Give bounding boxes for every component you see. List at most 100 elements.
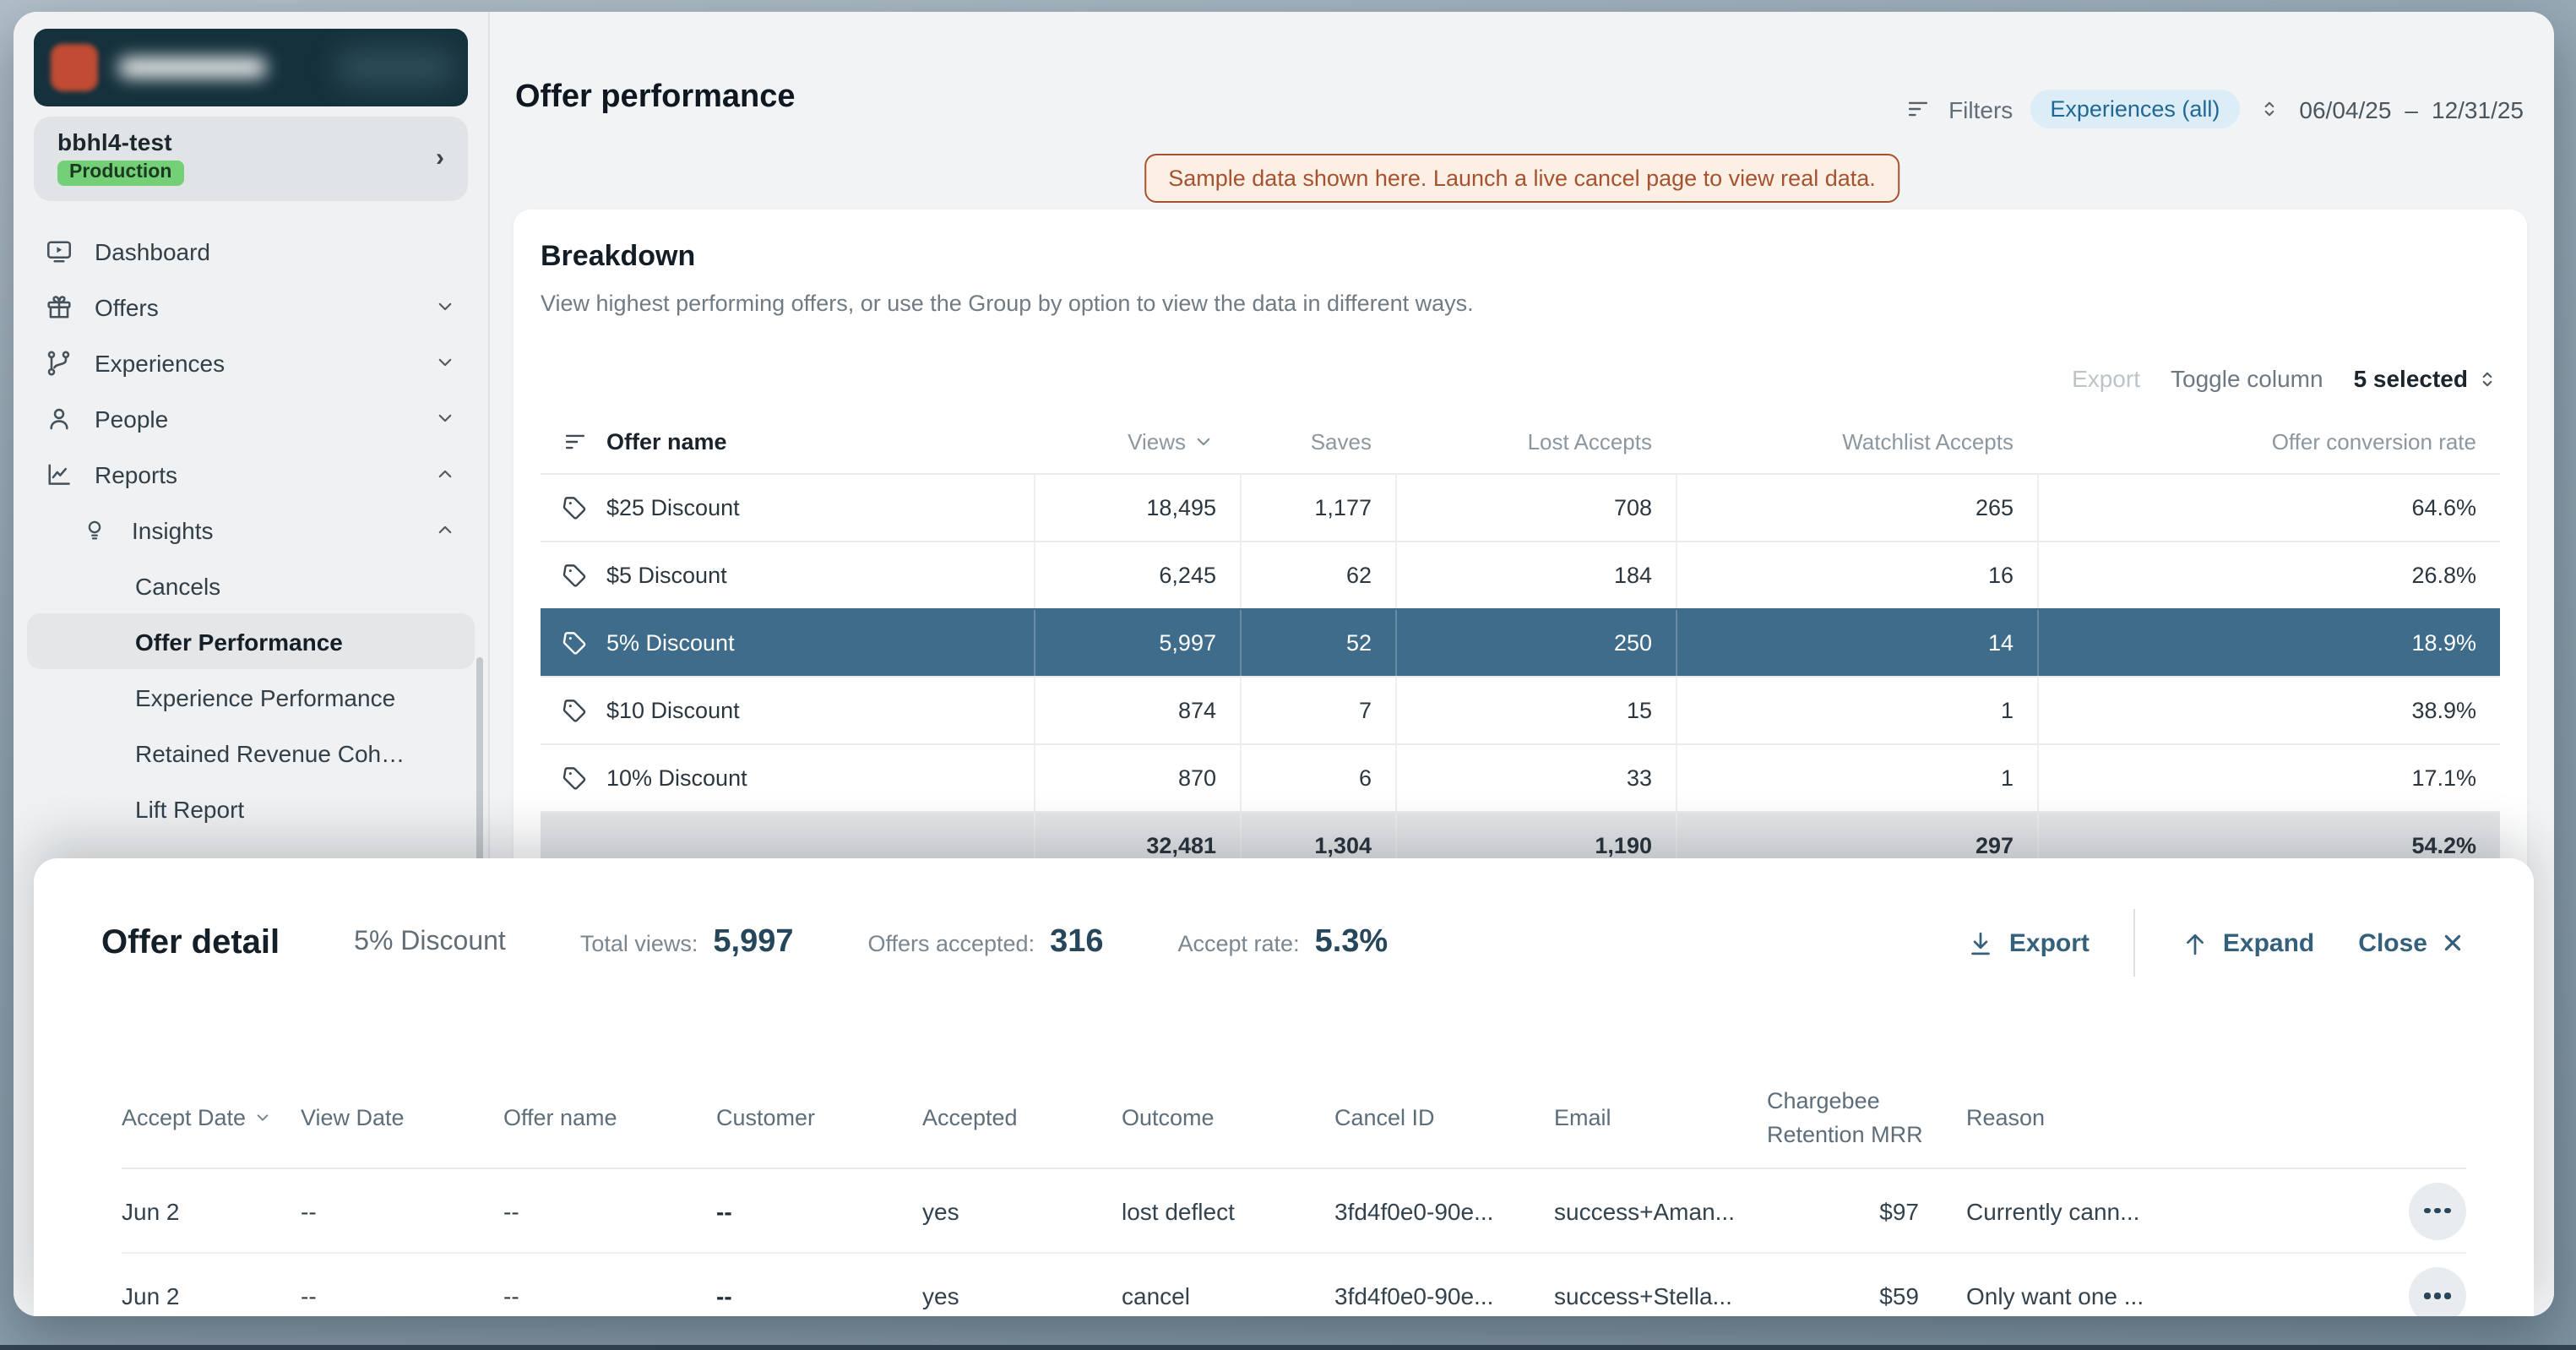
table-row--25-discount[interactable]: $25 Discount 18,495 1,177 708 265 64.6% (541, 473, 2500, 541)
table-controls: Export Toggle column 5 selected (541, 358, 2500, 399)
detail-column-header-accept-date[interactable]: Accept Date (122, 1088, 301, 1151)
detail-column-header-customer[interactable]: Customer (716, 1088, 922, 1151)
table-row--10-discount[interactable]: $10 Discount 874 7 15 1 38.9% (541, 676, 2500, 743)
chart-icon (44, 459, 74, 489)
expand-button[interactable]: Expand (2179, 927, 2314, 959)
sidebar-item-retained-revenue-coh[interactable]: Retained Revenue Coh… (27, 725, 475, 781)
chevron-down-icon (432, 350, 458, 375)
detail-column-header-accepted[interactable]: Accepted (922, 1088, 1122, 1151)
account-name: bbhl4-test (57, 128, 172, 155)
breakdown-description: View highest performing offers, or use t… (541, 291, 1474, 316)
metric-label: Offers accepted: (867, 931, 1035, 956)
detail-export-button[interactable]: Export (1965, 927, 2090, 959)
sidebar-item-offer-performance[interactable]: Offer Performance (27, 613, 475, 669)
offer-name-cell: $25 Discount (541, 475, 1034, 541)
column-header-offer-name[interactable]: Offer name (541, 427, 1034, 455)
table-row-5-discount[interactable]: 5% Discount 5,997 52 250 14 18.9% (541, 608, 2500, 676)
column-header-saves[interactable]: Saves (1310, 428, 1372, 454)
conversion-rate-cell: 18.9% (2037, 610, 2500, 676)
conversion-rate-cell: 54.2% (2037, 813, 2500, 879)
breakdown-table-header: Offer name Views Saves Lost Accepts Watc… (541, 409, 2500, 473)
row-actions-button[interactable] (2409, 1182, 2466, 1240)
sidebar-item-cancels[interactable]: Cancels (27, 558, 475, 613)
sidebar-item-experiences[interactable]: Experiences (27, 335, 475, 390)
column-header-lost-accepts[interactable]: Lost Accepts (1527, 428, 1652, 454)
views-cell: 870 (1034, 745, 1240, 811)
views-cell: 32,481 (1034, 813, 1240, 879)
accept-date-cell: Jun 2 (122, 1282, 180, 1310)
tag-icon (561, 629, 590, 657)
detail-column-header-cancel-id[interactable]: Cancel ID (1334, 1088, 1554, 1151)
column-header-conversion-rate[interactable]: Offer conversion rate (2271, 428, 2476, 454)
date-end: 12/31/25 (2432, 95, 2524, 122)
watchlist-accepts-cell: 265 (1676, 475, 2037, 541)
views-cell: 18,495 (1034, 475, 1240, 541)
detail-column-header-outcome[interactable]: Outcome (1122, 1088, 1334, 1151)
view-date-cell: -- (301, 1197, 317, 1225)
offer-name-cell: 10% Discount (541, 745, 1034, 811)
detail-table-body: Jun 2 -- -- -- yes lost deflect 3fd4f0e0-90e..… (122, 1169, 2466, 1316)
saves-cell: 6 (1240, 745, 1395, 811)
logo-mark-icon (51, 44, 98, 91)
detail-table-header: Accept Date View Date Offer name Customer Ac… (122, 1071, 2466, 1170)
sidebar-item-label: Cancels (135, 572, 221, 599)
detail-column-header-reason[interactable]: Reason (1966, 1088, 2372, 1151)
download-icon (1965, 927, 1997, 959)
breakdown-table-body: $25 Discount 18,495 1,177 708 265 64.6% $5 Dis… (541, 473, 2500, 879)
app-window: bbhl4-test Production › Dashboard Offers E… (14, 12, 2554, 1316)
breakdown-table: Offer name Views Saves Lost Accepts Watc… (541, 409, 2500, 879)
column-header-watchlist-accepts[interactable]: Watchlist Accepts (1842, 428, 2014, 454)
email-cell: success+Aman... (1554, 1197, 1735, 1225)
views-cell: 874 (1034, 678, 1240, 743)
breakdown-title: Breakdown (541, 240, 696, 272)
experience-filter-pill[interactable]: Experiences (all) (2030, 90, 2241, 128)
sidebar-item-insights[interactable]: Insights (27, 502, 475, 558)
chevron-down-icon (432, 294, 458, 319)
sidebar-item-experience-performance[interactable]: Experience Performance (27, 669, 475, 725)
sidebar-item-offers[interactable]: Offers (27, 279, 475, 335)
sidebar-item-reports[interactable]: Reports (27, 446, 475, 502)
offer-detail-table: Accept Date View Date Offer name Customer Ac… (122, 1071, 2466, 1316)
detail-column-header-offer-name[interactable]: Offer name (503, 1088, 716, 1151)
detail-column-header-chargebee-retention-mrr[interactable]: Chargebee Retention MRR (1767, 1071, 1966, 1168)
toggle-column-select[interactable]: 5 selected (2354, 365, 2500, 392)
sidebar-scrollbar[interactable] (476, 657, 483, 874)
detail-table-row[interactable]: Jun 2 -- -- -- yes cancel 3fd4f0e0-90e... succe… (122, 1254, 2466, 1316)
date-range-picker[interactable]: 06/04/25 – 12/31/25 (2299, 95, 2524, 122)
close-button[interactable]: Close (2358, 928, 2466, 957)
sidebar-item-lift-report[interactable]: Lift Report (27, 781, 475, 836)
export-button[interactable]: Export (2072, 365, 2140, 392)
sidebar-item-dashboard[interactable]: Dashboard (27, 223, 475, 279)
column-label: Reason (1966, 1104, 2046, 1130)
close-icon (2439, 929, 2466, 956)
metric-accept-rate: Accept rate: 5.3% (1178, 924, 1389, 961)
sort-updown-icon[interactable] (2257, 96, 2282, 122)
sidebar-item-people[interactable]: People (27, 390, 475, 446)
column-header-views[interactable]: Views (1034, 428, 1240, 454)
bulb-icon (81, 516, 111, 543)
accept-date-cell: Jun 2 (122, 1197, 180, 1225)
watchlist-accepts-cell: 16 (1676, 542, 2037, 608)
column-label: Accepted (922, 1104, 1018, 1130)
table-row--5-discount[interactable]: $5 Discount 6,245 62 184 16 26.8% (541, 541, 2500, 608)
detail-table-row[interactable]: Jun 2 -- -- -- yes lost deflect 3fd4f0e0-90e..… (122, 1169, 2466, 1255)
customer-cell: -- (716, 1197, 732, 1225)
filters-label: Filters (1948, 95, 2014, 122)
tag-icon (561, 764, 590, 792)
table-row-10-discount[interactable]: 10% Discount 870 6 33 1 17.1% (541, 743, 2500, 811)
logo-glow (336, 49, 454, 86)
offer-detail-actions: Export Expand Close (1965, 909, 2466, 977)
reason-cell: Only want one ... (1966, 1282, 2144, 1310)
arrow-up-icon (2179, 927, 2211, 959)
detail-column-header-email[interactable]: Email (1554, 1088, 1767, 1151)
lost-accepts-cell: 33 (1395, 745, 1676, 811)
chevron-up-icon (432, 517, 458, 542)
lost-accepts-cell: 708 (1395, 475, 1676, 541)
watchlist-accepts-cell: 1 (1676, 678, 2037, 743)
column-label: Customer (716, 1104, 816, 1130)
offer-name-cell: $5 Discount (541, 542, 1034, 608)
detail-column-header-view-date[interactable]: View Date (301, 1088, 503, 1151)
account-switcher[interactable]: bbhl4-test Production › (34, 117, 468, 201)
row-actions-button[interactable] (2409, 1267, 2466, 1316)
